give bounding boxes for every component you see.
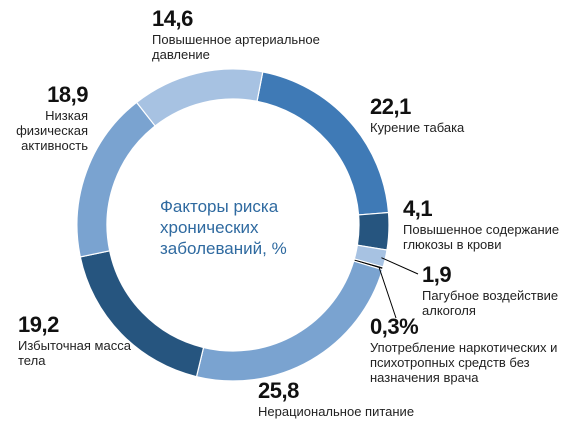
slice-glucose	[356, 211, 390, 251]
desc-alcohol: Пагубное воздействие алкоголя	[422, 288, 559, 318]
value-nutrition: 25,8	[258, 378, 299, 403]
value-drugs: 0,3%	[370, 314, 419, 339]
slice-label-smoking: 22,1 Курение табака	[370, 94, 530, 135]
slice-inactivity	[76, 101, 156, 258]
chart-title: Факторы риска хронических заболеваний, %	[160, 197, 287, 258]
desc-drugs: Употребление наркотических и психотропны…	[370, 340, 558, 385]
slice-label-inactivity: 18,9 Низкая физическая активность	[4, 82, 88, 153]
value-hypertension: 14,6	[152, 6, 193, 31]
value-inactivity: 18,9	[47, 82, 88, 107]
desc-inactivity: Низкая физическая активность	[16, 108, 88, 153]
desc-glucose: Повышенное содержание глюкозы в крови	[403, 222, 560, 252]
slice-label-glucose: 4,1 Повышенное содержание глюкозы в кров…	[403, 196, 575, 252]
slice-hypertension	[135, 68, 264, 127]
slice-label-overweight: 19,2 Избыточная масса тела	[18, 312, 138, 368]
slice-label-alcohol: 1,9 Пагубное воздействие алкоголя	[422, 262, 572, 318]
value-overweight: 19,2	[18, 312, 59, 337]
value-smoking: 22,1	[370, 94, 411, 119]
desc-nutrition: Нерациональное питание	[258, 404, 415, 419]
slice-label-nutrition: 25,8 Нерациональное питание	[258, 378, 458, 419]
slice-label-hypertension: 14,6 Повышенное артериальное давление	[152, 6, 362, 62]
desc-overweight: Избыточная масса тела	[18, 338, 131, 368]
slice-smoking	[256, 71, 390, 216]
desc-smoking: Курение табака	[370, 120, 465, 135]
leader-line-alcohol	[381, 257, 419, 275]
slice-label-drugs: 0,3% Употребление наркотических и психот…	[370, 314, 575, 385]
slice-nutrition	[195, 260, 384, 382]
value-alcohol: 1,9	[422, 262, 452, 287]
value-glucose: 4,1	[403, 196, 433, 221]
desc-hypertension: Повышенное артериальное давление	[152, 32, 320, 62]
leader-line-drugs	[378, 267, 397, 319]
